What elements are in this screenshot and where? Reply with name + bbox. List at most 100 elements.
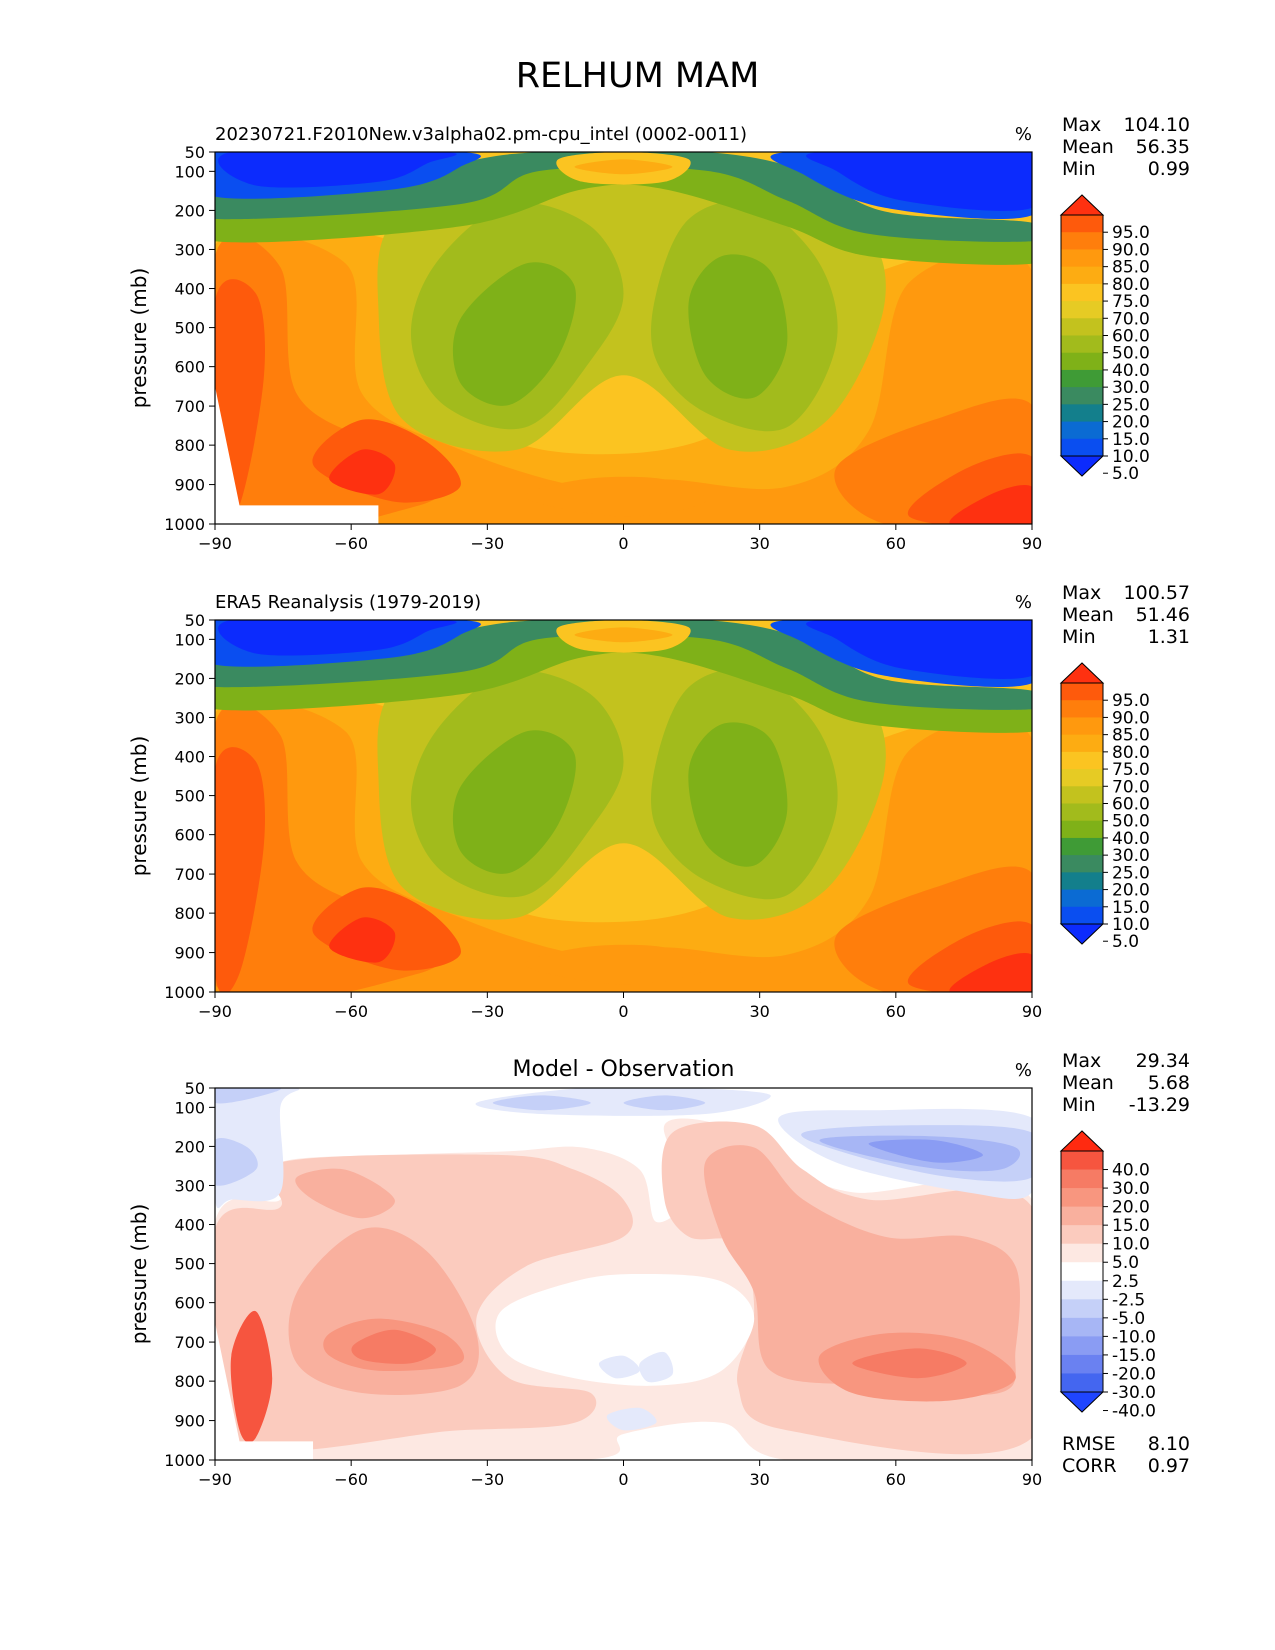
x-tick-label: 30 (749, 1002, 769, 1021)
y-axis-label: pressure (mb) (127, 1204, 151, 1345)
colorbar-tick-label: -30.0 (1112, 1383, 1156, 1403)
colorbar-segment (1061, 301, 1103, 319)
colorbar-segment (1061, 855, 1103, 873)
colorbar-tick-label: 80.0 (1112, 275, 1150, 295)
colorbar-tick-label: -5.0 (1112, 1309, 1145, 1329)
contour-fill (215, 620, 1032, 710)
colorbar-tick-label: 95.0 (1112, 691, 1150, 711)
y-tick-label: 900 (174, 944, 205, 963)
colorbar-segment (1061, 404, 1103, 423)
contour-fill (215, 1088, 281, 1104)
contour-fill (806, 152, 1032, 211)
plot-area (215, 152, 1032, 524)
colorbar-frame (1060, 1150, 1104, 1393)
colorbar-tick-label: 50.0 (1112, 812, 1150, 832)
metric-label: CORR (1062, 1455, 1117, 1477)
contour-fill (329, 449, 396, 495)
colorbar-segment (1061, 889, 1103, 908)
units-label: % (1015, 592, 1032, 613)
stat-value: 51.46 (1136, 604, 1190, 626)
contour-fill (218, 620, 457, 656)
metric-value: 0.97 (1148, 1455, 1190, 1477)
contour-fill (295, 1168, 395, 1219)
x-tick-label: −60 (334, 1002, 368, 1021)
colorbar-segment (1061, 232, 1103, 250)
colorbar-segment (1061, 283, 1103, 302)
stat-value: 29.34 (1136, 1050, 1190, 1072)
colorbar-tick-label: 30.0 (1112, 378, 1150, 398)
colorbar-tick-label: -20.0 (1112, 1364, 1156, 1384)
colorbar-tick-label: 10.0 (1112, 1235, 1150, 1255)
stat-label: Mean (1062, 1072, 1114, 1094)
colorbar-extend-min (1059, 455, 1105, 477)
stat-label: Max (1062, 114, 1101, 136)
stat-value: 56.35 (1136, 136, 1190, 158)
metric-value: 8.10 (1148, 1433, 1190, 1455)
colorbar-segment (1061, 1262, 1103, 1282)
y-tick-label: 600 (174, 826, 205, 845)
x-tick-label: −30 (470, 1470, 504, 1489)
y-tick-label: 700 (174, 865, 205, 884)
contour-fill (598, 1355, 640, 1379)
stat-value: 100.57 (1124, 582, 1190, 604)
colorbar-segment (1061, 1169, 1103, 1189)
stat-label: Max (1062, 1050, 1101, 1072)
plot-area (215, 1088, 1032, 1460)
colorbar-segment (1061, 820, 1103, 839)
y-tick-label: 400 (174, 1216, 205, 1235)
colorbar-tick-label: 75.0 (1112, 292, 1150, 312)
x-tick-label: 0 (618, 1470, 628, 1489)
colorbar-segment (1061, 1206, 1103, 1226)
colorbar-segment (1061, 906, 1103, 925)
colorbar-segment (1061, 387, 1103, 405)
contour-fill (806, 620, 1032, 679)
contour-fill (524, 944, 707, 985)
colorbar-tick-label: 85.0 (1112, 726, 1150, 746)
stat-value: 0.99 (1148, 158, 1190, 180)
contour-fill (492, 1095, 591, 1111)
contour-fill (949, 484, 1032, 524)
colorbar-segment (1061, 215, 1103, 233)
stat-label: Min (1062, 1094, 1096, 1116)
colorbar-tick-label: 85.0 (1112, 258, 1150, 278)
x-tick-label: −90 (198, 1002, 232, 1021)
colorbar-segment (1061, 249, 1103, 268)
y-tick-label: 600 (174, 358, 205, 377)
contour-fill (574, 627, 673, 643)
y-tick-label: 900 (174, 476, 205, 495)
contour-fill (218, 152, 457, 188)
colorbar-segment (1061, 872, 1103, 891)
colorbar-segment (1061, 683, 1103, 701)
contour-fill (606, 1407, 657, 1431)
x-tick-label: −90 (198, 534, 232, 553)
colorbar-tick-label: 80.0 (1112, 743, 1150, 763)
colorbar-segment (1061, 1280, 1103, 1300)
y-tick-label: 800 (174, 436, 205, 455)
y-tick-label: 50 (185, 611, 205, 630)
x-tick-label: 90 (1022, 1002, 1042, 1021)
x-tick-label: −60 (334, 1470, 368, 1489)
colorbar-segment (1061, 318, 1103, 336)
colorbar: 95.090.085.080.075.070.060.050.040.030.0… (1059, 662, 1150, 952)
colorbar-tick-label: 95.0 (1112, 223, 1150, 243)
colorbar-tick-label: 5.0 (1112, 464, 1139, 484)
x-tick-label: 60 (886, 1470, 906, 1489)
colorbar-extend-max (1059, 1130, 1105, 1152)
y-tick-label: 500 (174, 1255, 205, 1274)
colorbar-extend-max (1059, 662, 1105, 684)
x-tick-label: 30 (749, 534, 769, 553)
stat-value: -13.29 (1129, 1094, 1190, 1116)
contour-fill (215, 621, 1032, 733)
y-tick-label: 1000 (164, 983, 205, 1002)
x-tick-label: −90 (198, 1470, 232, 1489)
contour-fill (524, 476, 707, 517)
metric-label: RMSE (1062, 1433, 1116, 1455)
colorbar-tick-label: 20.0 (1112, 1198, 1150, 1218)
contour-fill (623, 1095, 706, 1111)
colorbar-tick-label: 2.5 (1112, 1272, 1139, 1292)
colorbar-segment (1061, 700, 1103, 718)
colorbar-segment (1061, 369, 1103, 388)
x-tick-label: 60 (886, 534, 906, 553)
colorbar: 40.030.020.015.010.05.02.5-2.5-5.0-10.0-… (1059, 1130, 1156, 1422)
